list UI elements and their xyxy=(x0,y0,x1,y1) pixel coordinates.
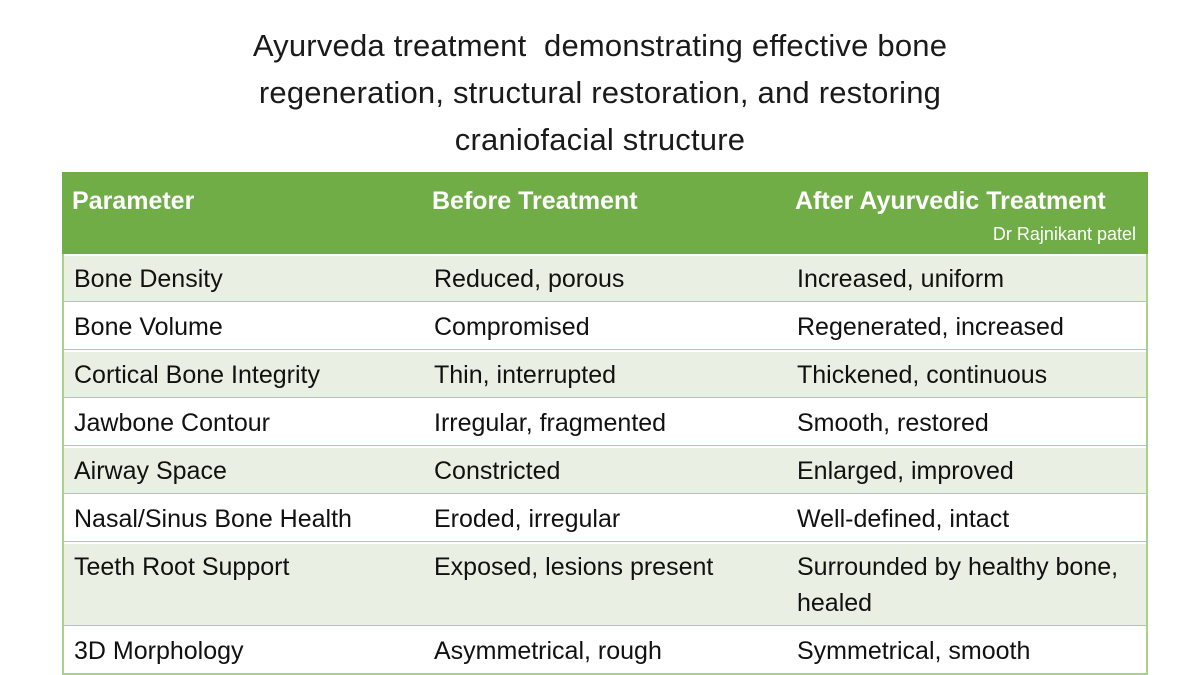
table-header-row: Parameter Before Treatment After Ayurved… xyxy=(72,186,1138,216)
cell-before: Constricted xyxy=(434,457,561,485)
cell-after: Increased, uniform xyxy=(797,265,1005,293)
cell-before: Thin, interrupted xyxy=(434,361,617,389)
table-row: Bone Density Reduced, porous Increased, … xyxy=(64,254,1146,302)
table-row: Cortical Bone Integrity Thin, interrupte… xyxy=(64,350,1146,398)
cell-before: Eroded, irregular xyxy=(434,505,621,533)
column-header-after: After Ayurvedic Treatment xyxy=(795,187,1106,215)
cell-parameter: 3D Morphology xyxy=(74,637,244,665)
cell-parameter: Cortical Bone Integrity xyxy=(74,361,320,389)
slide-title: Ayurveda treatment demonstrating effecti… xyxy=(0,22,1200,163)
cell-before: Irregular, fragmented xyxy=(434,409,667,437)
cell-before: Compromised xyxy=(434,313,590,341)
cell-after: Symmetrical, smooth xyxy=(797,637,1031,665)
treatment-comparison-table: Parameter Before Treatment After Ayurved… xyxy=(62,172,1148,675)
table-row: Nasal/Sinus Bone Health Eroded, irregula… xyxy=(64,494,1146,542)
cell-parameter: Teeth Root Support xyxy=(74,553,290,581)
table-row: Bone Volume Compromised Regenerated, inc… xyxy=(64,302,1146,350)
table-body: Bone Density Reduced, porous Increased, … xyxy=(62,254,1148,675)
column-header-parameter: Parameter xyxy=(72,187,195,215)
cell-after: Well-defined, intact xyxy=(797,505,1010,533)
cell-after: Smooth, restored xyxy=(797,409,989,437)
slide-title-line: craniofacial structure xyxy=(454,122,746,157)
table-row: Airway Space Constricted Enlarged, impro… xyxy=(64,446,1146,494)
table-row: 3D Morphology Asymmetrical, rough Symmet… xyxy=(64,626,1146,673)
cell-parameter: Nasal/Sinus Bone Health xyxy=(74,505,352,533)
cell-after: Surrounded by healthy bone, healed xyxy=(797,553,1119,617)
attribution-text: Dr Rajnikant patel xyxy=(992,224,1136,244)
cell-after: Enlarged, improved xyxy=(797,457,1014,485)
cell-parameter: Airway Space xyxy=(74,457,227,485)
cell-before: Exposed, lesions present xyxy=(434,553,714,581)
cell-before: Asymmetrical, rough xyxy=(434,637,662,665)
cell-after: Thickened, continuous xyxy=(797,361,1048,389)
slide-title-line: Ayurveda treatment demonstrating effecti… xyxy=(252,28,948,63)
table-row: Teeth Root Support Exposed, lesions pres… xyxy=(64,542,1146,626)
cell-parameter: Bone Volume xyxy=(74,313,223,341)
table-row: Jawbone Contour Irregular, fragmented Sm… xyxy=(64,398,1146,446)
slide-title-line: regeneration, structural restoration, an… xyxy=(258,75,942,110)
cell-before: Reduced, porous xyxy=(434,265,625,293)
table-header: Parameter Before Treatment After Ayurved… xyxy=(62,172,1148,254)
cell-parameter: Jawbone Contour xyxy=(74,409,270,437)
cell-after: Regenerated, increased xyxy=(797,313,1064,341)
column-header-before: Before Treatment xyxy=(432,187,638,215)
cell-parameter: Bone Density xyxy=(74,265,223,293)
